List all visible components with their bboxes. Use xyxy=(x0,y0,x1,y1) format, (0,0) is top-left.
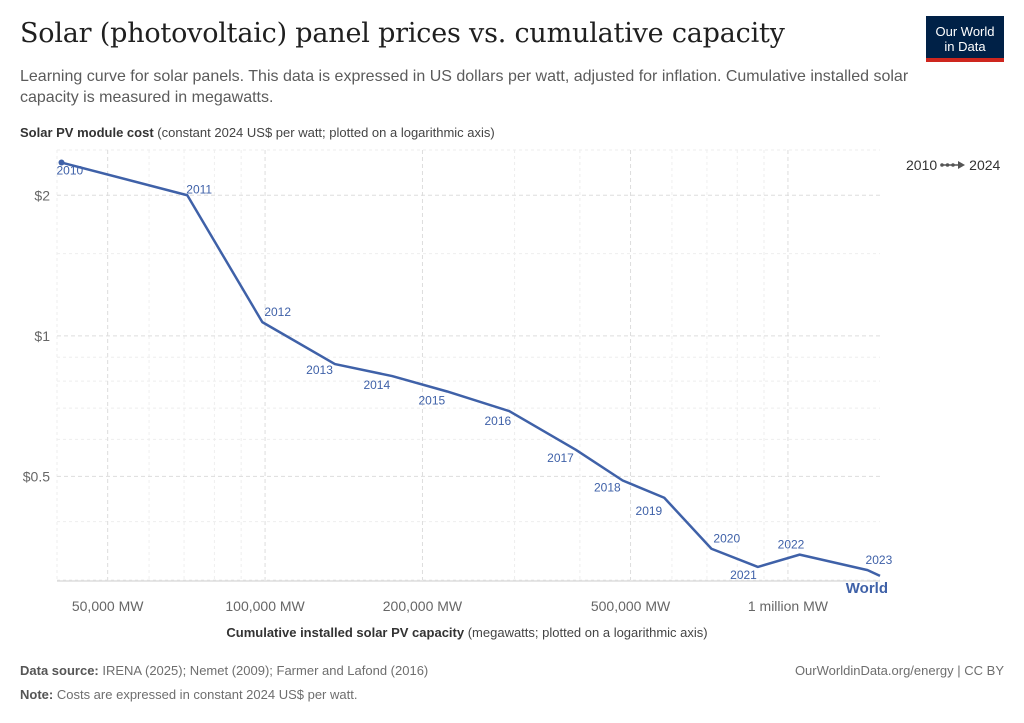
grid-layer xyxy=(56,149,880,581)
time-legend: 2010 2024 xyxy=(906,157,1000,173)
axis-layer: $2 $1 $0.5 50,000 MW 100,000 MW 200,000 MW 500… xyxy=(23,187,880,614)
chart-title: Solar (photovoltaic) panel prices vs. cu… xyxy=(20,18,785,49)
point-label: 2019 xyxy=(636,504,663,518)
point-label: 2011 xyxy=(186,182,212,196)
note-label: Note: xyxy=(20,687,54,702)
series-label: World xyxy=(846,580,888,597)
point-label: 2018 xyxy=(594,480,621,494)
point-label: 2014 xyxy=(363,378,390,392)
x-axis-title: Cumulative installed solar PV capacity (… xyxy=(226,625,707,640)
x-axis-title-rest: (megawatts; plotted on a logarithmic axi… xyxy=(468,625,708,640)
point-label: 2021 xyxy=(730,568,757,582)
point-label: 2020 xyxy=(713,532,740,546)
legend-start-year: 2010 xyxy=(906,157,938,173)
y-tick-label: $1 xyxy=(34,328,50,344)
point-label: 2010 xyxy=(56,164,83,178)
legend-end-year: 2024 xyxy=(969,157,1001,173)
y-tick-label: $2 xyxy=(34,187,50,203)
point-label: 2023 xyxy=(866,553,893,567)
data-source-label: Data source: xyxy=(20,663,99,678)
x-tick-label: 500,000 MW xyxy=(591,598,671,614)
point-label: 2022 xyxy=(778,538,805,552)
owid-logo[interactable]: Our World in Data xyxy=(926,16,1004,62)
x-tick-label: 200,000 MW xyxy=(383,598,463,614)
legend-arrow-icon xyxy=(940,161,966,169)
data-source-link[interactable]: IRENA (2025); Nemet (2009); Farmer and L… xyxy=(102,663,429,678)
chart-subtitle: Learning curve for solar panels. This da… xyxy=(20,68,909,106)
logo-line-1: Our World xyxy=(935,24,995,39)
x-tick-label: 50,000 MW xyxy=(72,598,144,614)
source-url-link[interactable]: OurWorldinData.org/energy | CC BY xyxy=(794,663,1004,678)
y-axis-title-bold: Solar PV module cost xyxy=(20,125,154,140)
point-label: 2013 xyxy=(306,363,333,377)
series-start-point xyxy=(58,159,65,166)
point-label: 2016 xyxy=(484,414,511,428)
y-axis-title-rest: (constant 2024 US$ per watt; plotted on … xyxy=(157,125,495,140)
note: Note: Costs are expressed in constant 20… xyxy=(20,687,357,702)
y-axis-title: Solar PV module cost (constant 2024 US$ … xyxy=(20,125,495,140)
series-layer: 2010 2011 2012 2013 2014 2015 2016 2017 2018 2019… xyxy=(56,159,893,597)
point-label: 2012 xyxy=(264,305,291,319)
x-tick-label: 100,000 MW xyxy=(225,598,305,614)
point-label: 2017 xyxy=(547,451,574,465)
note-text: Costs are expressed in constant 2024 US$… xyxy=(56,687,358,702)
y-tick-label: $0.5 xyxy=(23,468,50,484)
series-line xyxy=(61,161,881,578)
data-source: Data source: IRENA (2025); Nemet (2009);… xyxy=(20,663,428,678)
x-axis-title-bold: Cumulative installed solar PV capacity xyxy=(226,625,464,640)
point-label: 2015 xyxy=(418,393,445,407)
logo-line-2: in Data xyxy=(944,39,986,54)
x-tick-label: 1 million MW xyxy=(748,598,829,614)
